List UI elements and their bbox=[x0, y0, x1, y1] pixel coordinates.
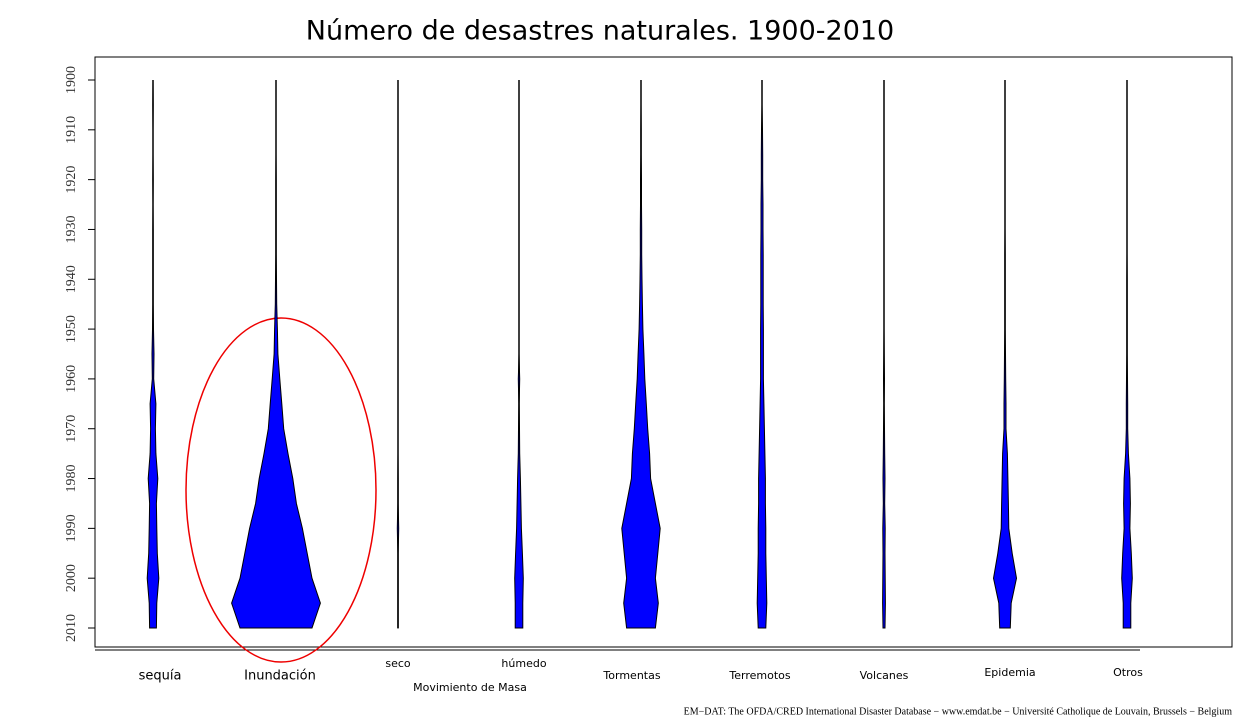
violin bbox=[756, 80, 768, 629]
y-tick-label: 2010 bbox=[64, 614, 79, 642]
y-tick-label: 1910 bbox=[64, 116, 79, 144]
category-label: Otros bbox=[1113, 666, 1143, 679]
y-tick-label: 1980 bbox=[64, 465, 79, 493]
y-tick-label: 1970 bbox=[64, 415, 79, 443]
category-label: seco bbox=[385, 657, 411, 670]
y-tick-label: 2000 bbox=[64, 564, 79, 592]
category-label: húmedo bbox=[501, 657, 546, 670]
y-tick-label: 1940 bbox=[64, 265, 79, 293]
category-label: Terremotos bbox=[728, 669, 790, 682]
chart-title: Número de desastres naturales. 1900-2010 bbox=[306, 16, 894, 47]
violin bbox=[514, 80, 524, 629]
violin bbox=[992, 80, 1018, 629]
y-tick-label: 1950 bbox=[64, 315, 79, 343]
violin bbox=[146, 79, 160, 629]
violin bbox=[882, 80, 886, 629]
group-label: Movimiento de Masa bbox=[413, 681, 527, 694]
y-tick-label: 1990 bbox=[64, 514, 79, 542]
violin bbox=[396, 80, 400, 629]
y-tick-label: 1930 bbox=[64, 215, 79, 243]
plot-frame bbox=[94, 56, 1233, 648]
category-label: Inundación bbox=[244, 669, 316, 684]
violin bbox=[621, 80, 661, 629]
y-tick-label: 1920 bbox=[64, 166, 79, 194]
category-label: Tormentas bbox=[602, 669, 660, 682]
highlight-ellipse bbox=[185, 317, 377, 663]
category-label: Volcanes bbox=[860, 669, 909, 682]
violin bbox=[1121, 80, 1133, 629]
category-label: Epidemia bbox=[984, 666, 1035, 679]
category-label: sequía bbox=[139, 669, 182, 684]
source: EM−DAT: The OFDA/CRED International Disa… bbox=[684, 706, 1233, 717]
y-tick-label: 1960 bbox=[64, 365, 79, 393]
violin bbox=[231, 80, 321, 629]
y-tick-label: 1900 bbox=[64, 66, 79, 94]
